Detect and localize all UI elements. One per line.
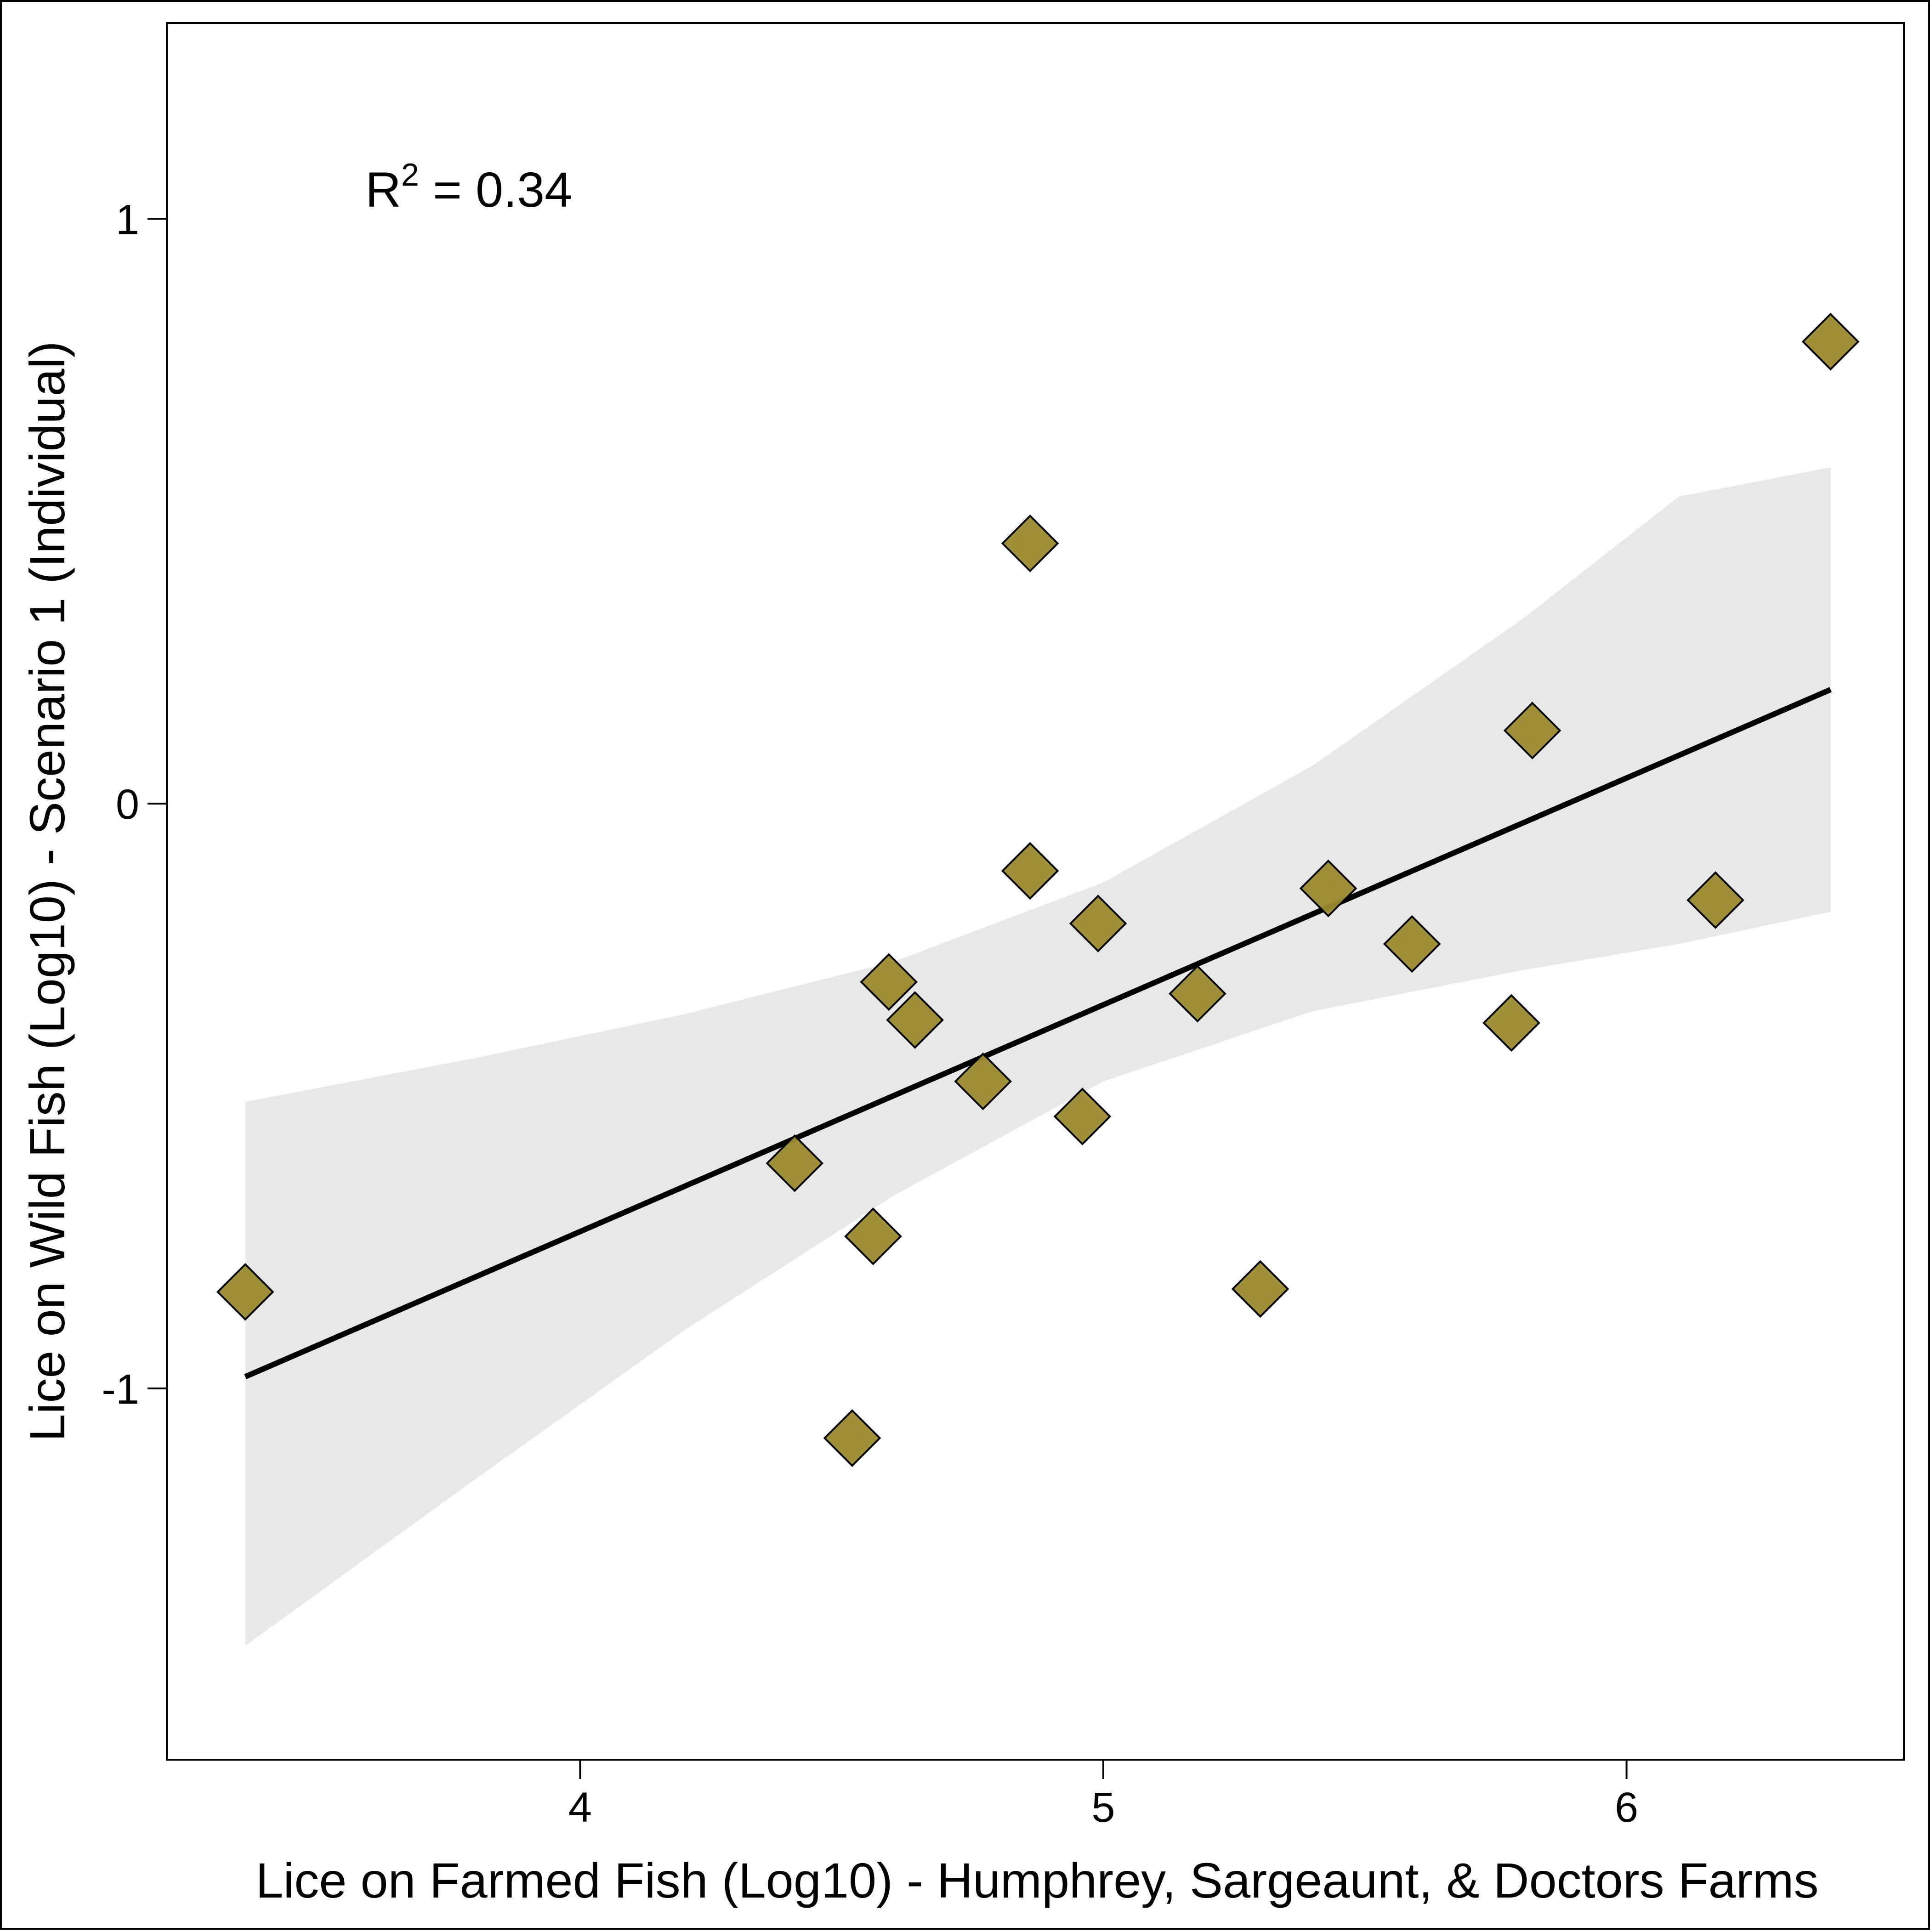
data-point-3: [823, 1409, 881, 1467]
y-axis-label: Lice on Wild Fish (Log10) - Scenario 1 (…: [19, 341, 75, 1441]
data-point-9: [1001, 842, 1059, 900]
points-layer: [216, 312, 1860, 1467]
r-squared-value: = 0.34: [419, 162, 572, 217]
fit-line-layer: [244, 687, 1832, 1379]
data-point-8: [1001, 514, 1059, 572]
r-squared-prefix: R: [365, 162, 401, 217]
data-point-16: [1482, 994, 1540, 1052]
data-point-1: [216, 1263, 274, 1321]
data-point-14: [1299, 859, 1357, 918]
x-tick-label-4: 4: [568, 1784, 592, 1831]
r-squared-superscript: 2: [401, 157, 419, 193]
data-point-2: [766, 1134, 824, 1192]
confidence-band-layer: [245, 467, 1831, 1646]
data-point-12: [1169, 964, 1226, 1023]
plot-frame: [166, 22, 1905, 1761]
x-tick-label-5: 5: [1091, 1784, 1115, 1831]
data-point-10: [1053, 1088, 1112, 1145]
data-point-17: [1503, 702, 1561, 759]
data-point-18: [1686, 871, 1744, 929]
y-tick-label-0: 0: [116, 781, 139, 828]
x-tick-label-6: 6: [1615, 1784, 1638, 1831]
confidence-band: [245, 467, 1831, 1646]
axes-layer: 4 5 6 -1 0 1: [102, 196, 1638, 1831]
data-point-19: [1801, 312, 1860, 371]
data-point-13: [1231, 1260, 1289, 1318]
r-squared-annotation: R2 = 0.34: [365, 157, 572, 217]
x-axis-label: Lice on Farmed Fish (Log10) - Humphrey, …: [255, 1853, 1818, 1908]
y-tick-label-1: 1: [116, 196, 139, 243]
data-point-11: [1069, 895, 1127, 952]
data-point-5: [860, 953, 918, 1011]
data-point-15: [1383, 915, 1441, 973]
data-point-6: [886, 991, 944, 1049]
regression-line: [244, 687, 1832, 1379]
y-tick-label--1: -1: [102, 1366, 139, 1413]
data-point-4: [844, 1207, 902, 1265]
data-point-7: [954, 1052, 1012, 1110]
